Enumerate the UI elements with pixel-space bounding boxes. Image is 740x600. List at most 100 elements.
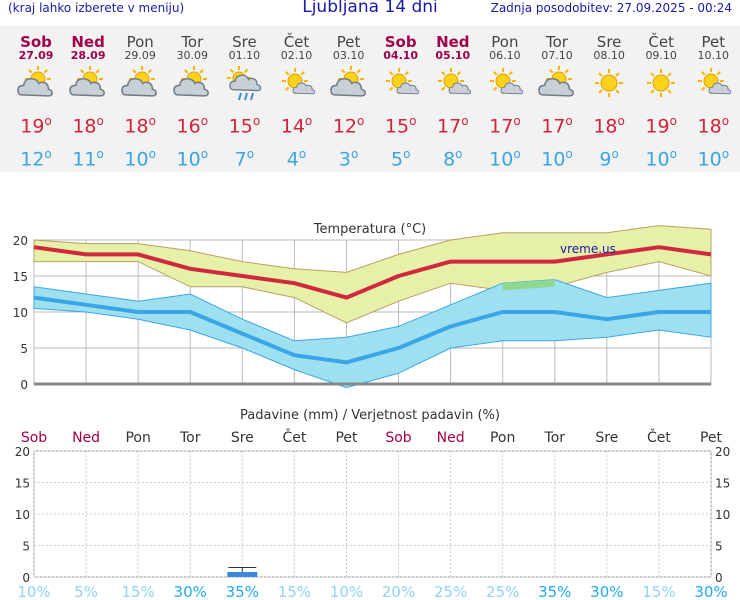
max-temp: 14o — [280, 114, 313, 138]
max-temp-value: 17 — [489, 115, 514, 138]
precip-probability: 30% — [174, 583, 207, 600]
partly-cloudy-icon — [68, 66, 108, 102]
day-column: Pet 03.10 12o 3o — [323, 26, 375, 171]
day-date: 28.09 — [70, 49, 106, 62]
precip-y-tick: 0 — [22, 571, 30, 585]
day-date: 07.10 — [541, 49, 573, 62]
day-date: 05.10 — [435, 49, 471, 62]
min-temp-value: 8 — [443, 148, 456, 171]
partly-cloudy-icon — [329, 66, 369, 102]
sun-small-cloud-icon — [381, 66, 421, 102]
day-name: Sre — [596, 33, 622, 51]
daily-forecast-strip: Sob 27.09 19o 12o Ned 28.09 18o 11o Pon 29.09 18o 1… — [0, 26, 740, 172]
day-name: Ned — [71, 33, 105, 51]
day-column: Pon 29.09 18o 10o — [114, 26, 166, 171]
min-temp-value: 10 — [645, 148, 670, 171]
precip-probability: 25% — [486, 583, 519, 600]
precip-x-label: Pet — [335, 430, 358, 446]
precip-x-label: Pet — [700, 430, 723, 446]
temp-chart-title: Temperatura (°C) — [313, 222, 426, 237]
header-bar: (kraj lahko izberete v meniju) Ljubljana… — [0, 0, 740, 22]
min-temp-value: 9 — [599, 148, 612, 171]
min-temp: 11o — [72, 147, 104, 171]
max-temp-value: 19 — [20, 115, 45, 138]
max-temp: 12o — [332, 114, 365, 138]
precip-y-tick: 15 — [15, 477, 30, 491]
partly-cloudy-icon — [172, 66, 212, 102]
min-temp-band — [33, 279, 712, 389]
day-date: 29.09 — [124, 49, 156, 62]
temp-y-tick: 15 — [13, 270, 28, 284]
precip-bar — [227, 571, 258, 577]
day-date: 27.09 — [18, 49, 54, 62]
max-temp: 17o — [489, 114, 521, 138]
day-name: Sob — [384, 33, 417, 51]
precip-x-label: Sre — [231, 430, 254, 446]
day-name: Pet — [336, 33, 361, 51]
day-name: Čet — [283, 33, 310, 51]
partly-cloudy-icon — [120, 66, 160, 102]
day-date: 03.10 — [332, 49, 365, 62]
min-temp-value: 10 — [541, 148, 566, 171]
temp-y-tick: 10 — [13, 306, 28, 320]
min-temp-value: 7 — [234, 148, 247, 171]
day-column: Ned 28.09 18o 11o — [62, 26, 114, 171]
min-temp: 7o — [234, 147, 255, 171]
max-temp: 17o — [541, 114, 573, 138]
min-temp-value: 10 — [124, 148, 149, 171]
precip-x-label: Sre — [595, 430, 618, 446]
min-temp-value: 3 — [338, 148, 351, 171]
max-temp-value: 17 — [541, 115, 566, 138]
min-temp-value: 4 — [286, 148, 299, 171]
max-temp: 19o — [645, 114, 677, 138]
precip-probability: 10% — [17, 583, 50, 600]
precip-y-tick-right: 5 — [715, 540, 723, 554]
min-temp-value: 10 — [176, 148, 201, 171]
precip-x-label: Tor — [179, 430, 201, 446]
min-temp: 10o — [697, 147, 730, 171]
precip-y-tick: 20 — [15, 445, 30, 459]
precip-probability: 30% — [694, 583, 727, 600]
min-temp: 10o — [489, 147, 521, 171]
precip-y-tick-right: 15 — [715, 477, 730, 491]
day-name: Pet — [701, 33, 726, 51]
watermark: vreme.us — [560, 242, 616, 256]
sun-small-cloud-icon — [485, 66, 525, 102]
precip-x-label: Pon — [125, 430, 150, 446]
precip-probability: 15% — [278, 583, 311, 600]
sun-cloud-rain-icon — [224, 66, 264, 102]
day-column: Čet 02.10 14o 4o — [271, 26, 323, 171]
day-column: Ned 05.10 17o 8o — [427, 26, 479, 171]
precip-x-label: Sob — [21, 430, 47, 446]
precip-x-label: Sob — [385, 430, 411, 446]
min-temp-line — [33, 295, 711, 365]
day-date: 06.10 — [489, 49, 521, 62]
max-temp-value: 18 — [593, 115, 618, 138]
max-temp-value: 18 — [697, 115, 722, 138]
day-column: Sre 01.10 15o 7o — [218, 26, 270, 171]
day-date: 02.10 — [280, 49, 313, 62]
max-temp-value: 16 — [176, 115, 201, 138]
precip-probability: 15% — [121, 583, 154, 600]
min-temp: 8o — [443, 147, 463, 171]
day-column: Čet 09.10 19o 10o — [635, 26, 687, 171]
min-temp-value: 10 — [697, 148, 722, 171]
max-temp-value: 19 — [645, 115, 670, 138]
day-column: Pon 06.10 17o 10o — [479, 26, 531, 171]
day-column: Tor 30.09 16o 10o — [166, 26, 218, 171]
max-temp-value: 18 — [72, 115, 97, 138]
max-temp: 18o — [124, 114, 156, 138]
day-name: Pon — [126, 33, 154, 51]
precip-probability: 10% — [330, 583, 363, 600]
day-date: 09.10 — [645, 49, 677, 62]
sun-small-cloud-icon — [693, 66, 733, 102]
location-menu-hint[interactable]: (kraj lahko izberete v meniju) — [8, 1, 185, 15]
day-name: Sre — [232, 33, 257, 51]
sun-small-cloud-icon — [433, 66, 473, 102]
precip-probability: 35% — [538, 583, 571, 600]
max-temp: 15o — [384, 114, 417, 138]
min-temp-value: 10 — [489, 148, 514, 171]
max-temp: 16o — [176, 114, 209, 138]
max-temp: 18o — [697, 114, 730, 138]
temp-y-tick: 5 — [20, 342, 28, 356]
